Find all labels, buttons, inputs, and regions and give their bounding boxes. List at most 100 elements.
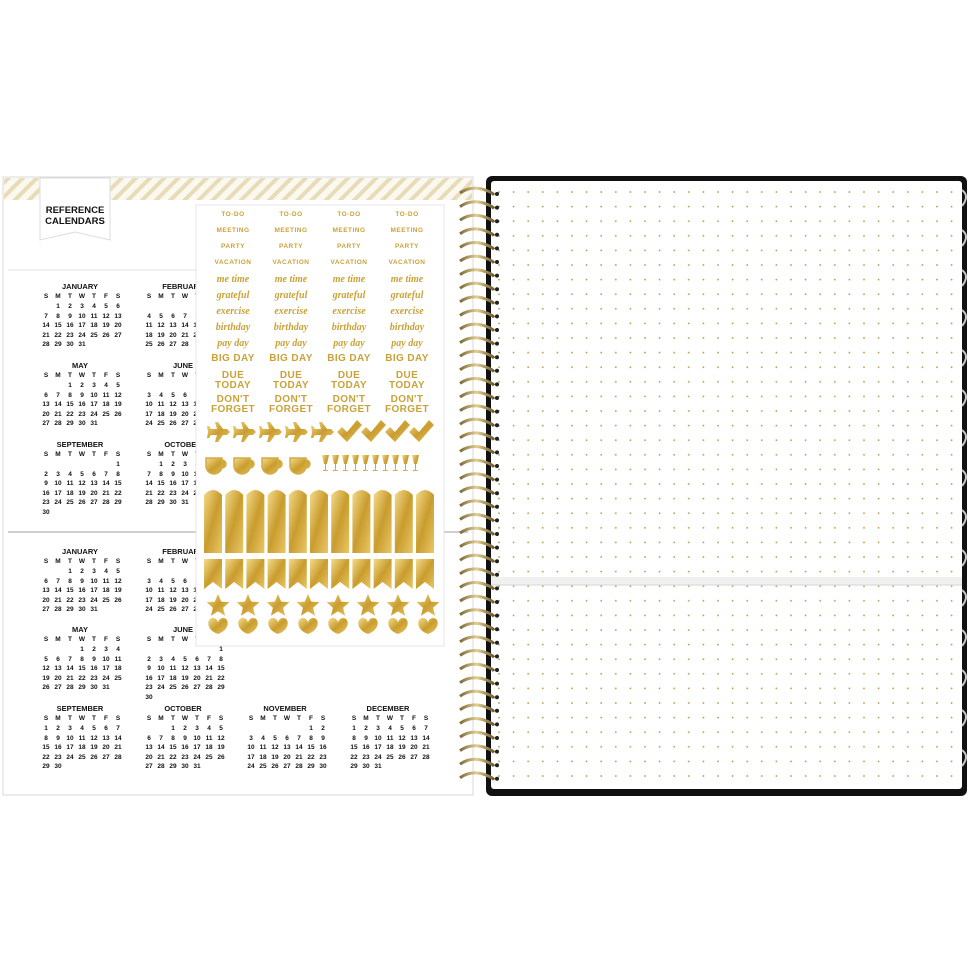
day-number: 14 — [114, 734, 122, 742]
day-number: 13 — [42, 401, 50, 408]
spiral-hole — [495, 681, 499, 686]
weekday: W — [386, 715, 394, 722]
day-number: 5 — [171, 577, 175, 585]
day-number: 6 — [92, 470, 96, 478]
day-number: 6 — [44, 391, 48, 399]
month-name: JUNE — [172, 361, 193, 370]
day-number: 17 — [193, 744, 201, 751]
spiral-hole — [495, 722, 499, 727]
page-tab — [961, 349, 967, 367]
day-number: 14 — [205, 665, 213, 672]
day-number: 12 — [398, 734, 406, 742]
day-number: 13 — [145, 744, 153, 751]
spiral-ring — [459, 281, 496, 292]
sticker-word: pay day — [391, 338, 423, 349]
day-number: 6 — [116, 303, 120, 310]
weekday: T — [171, 451, 175, 458]
glass-sticker — [332, 455, 339, 471]
tab — [39, 177, 111, 241]
day-number: 22 — [78, 674, 86, 682]
day-number: 14 — [54, 587, 62, 594]
flag-sticker — [288, 559, 307, 589]
day-number: 21 — [181, 331, 189, 339]
day-number: 25 — [78, 753, 86, 761]
weekday: T — [68, 558, 72, 565]
weekday: S — [115, 372, 121, 379]
spiral-hole — [495, 640, 499, 645]
spiral-ring — [459, 771, 496, 781]
day-number: 19 — [157, 331, 165, 339]
heart-sticker — [268, 618, 288, 634]
day-number: 12 — [157, 322, 165, 329]
day-number: 14 — [54, 401, 62, 408]
star-sticker — [416, 594, 440, 616]
spiral-ring — [459, 594, 496, 604]
day-number: 17 — [247, 753, 255, 761]
day-number: 6 — [183, 577, 187, 585]
day-number: 13 — [181, 587, 189, 594]
month-name: FEBRUARY — [162, 282, 204, 291]
day-number: 16 — [169, 480, 177, 487]
day-number: 31 — [90, 606, 98, 613]
day-number: 20 — [169, 331, 177, 339]
day-number: 15 — [66, 401, 74, 408]
weekday: S — [115, 636, 121, 643]
day-number: 3 — [56, 470, 60, 478]
day-number: 31 — [193, 763, 201, 770]
sticker-word: me time — [216, 274, 250, 285]
spiral-hole — [495, 205, 499, 210]
day-number: 8 — [68, 391, 72, 399]
day-number: 11 — [66, 480, 74, 487]
star-sticker — [266, 594, 290, 616]
day-number: 15 — [66, 587, 74, 594]
weekday: W — [78, 372, 86, 379]
day-number: 28 — [102, 499, 110, 506]
day-number: 4 — [147, 312, 151, 320]
day-number: 9 — [80, 391, 84, 399]
month-name: JANUARY — [62, 282, 98, 291]
day-number: 26 — [90, 753, 98, 761]
day-number: 21 — [114, 744, 122, 751]
day-number: 23 — [362, 753, 370, 761]
month-name: NOVEMBER — [263, 704, 307, 713]
day-number: 6 — [183, 391, 187, 399]
day-number: 29 — [54, 341, 62, 348]
day-number: 8 — [352, 734, 356, 742]
weekday: T — [68, 372, 72, 379]
flag-sticker — [225, 559, 244, 589]
day-number: 25 — [114, 674, 122, 682]
day-number: 17 — [54, 489, 62, 497]
day-number: 11 — [157, 587, 165, 594]
sticker-word: exercise — [274, 306, 308, 317]
day-number: 1 — [171, 725, 175, 732]
day-number: 4 — [159, 577, 163, 585]
weekday: S — [146, 715, 152, 722]
sticker-word: grateful — [274, 290, 308, 301]
day-number: 10 — [145, 587, 153, 594]
glass-sticker — [342, 455, 349, 471]
day-number: 4 — [388, 725, 392, 732]
weekday: W — [181, 715, 189, 722]
day-number: 25 — [157, 606, 165, 613]
weekday: S — [43, 293, 49, 300]
day-number: 19 — [102, 322, 110, 329]
spiral-ring — [459, 717, 496, 727]
day-number: 17 — [102, 665, 110, 672]
day-number: 28 — [422, 753, 430, 761]
weekday: T — [171, 558, 175, 565]
day-number: 23 — [145, 684, 153, 691]
spiral-hole — [495, 491, 499, 496]
day-number: 6 — [44, 577, 48, 585]
day-number: 8 — [219, 655, 223, 663]
spiral-ring — [459, 649, 496, 659]
weekday: W — [283, 715, 291, 722]
day-number: 6 — [56, 655, 60, 663]
spiral-hole — [495, 708, 499, 713]
spiral-hole — [495, 545, 499, 550]
day-number: 25 — [259, 763, 267, 770]
day-number: 24 — [181, 489, 189, 497]
day-number: 3 — [104, 646, 108, 653]
day-number: 31 — [78, 341, 86, 348]
day-number: 23 — [78, 410, 86, 418]
day-number: 18 — [386, 744, 394, 751]
